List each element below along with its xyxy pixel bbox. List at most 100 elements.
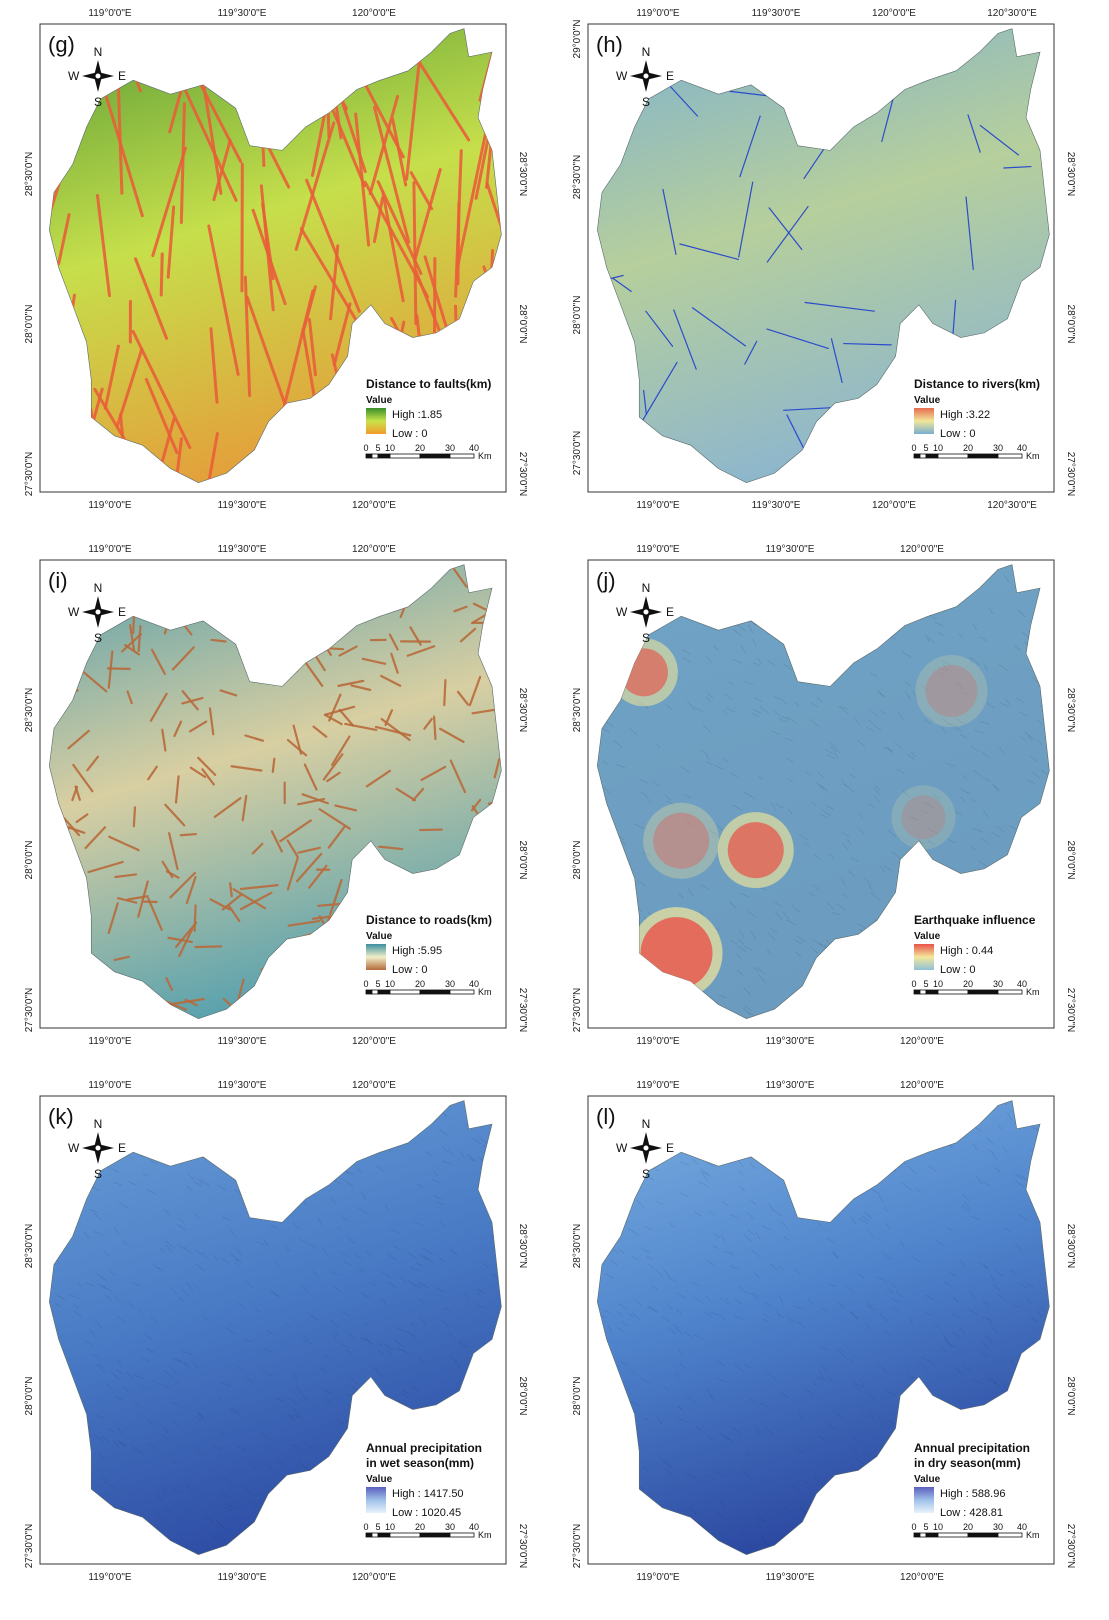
panel-letter: (k) bbox=[48, 1104, 74, 1129]
top-longitude-label: 119°30'0"E bbox=[766, 1080, 815, 1091]
bottom-longitude-label: 119°0'0"E bbox=[636, 1572, 680, 1583]
north-arrow-icon bbox=[82, 1132, 114, 1164]
right-latitude-label: 28°30'0"N bbox=[1065, 1224, 1076, 1269]
top-longitude-label: 119°30'0"E bbox=[218, 8, 267, 19]
scale-label: 30 bbox=[993, 979, 1003, 989]
top-longitude-label: 120°0'0"E bbox=[900, 544, 944, 555]
bottom-longitude-label: 120°0'0"E bbox=[872, 500, 916, 511]
scale-label: 0 bbox=[363, 1522, 368, 1532]
bottom-longitude-label: 120°0'0"E bbox=[352, 1036, 396, 1047]
scale-label: 30 bbox=[993, 1522, 1003, 1532]
top-longitude-label: 119°0'0"E bbox=[636, 544, 680, 555]
study-area-region bbox=[49, 1100, 502, 1555]
map-texture bbox=[597, 564, 1050, 1019]
legend-color-ramp bbox=[914, 408, 934, 434]
compass-north-label: N bbox=[94, 581, 103, 595]
bottom-longitude-label: 119°30'0"E bbox=[752, 500, 801, 511]
top-longitude-label: 120°0'0"E bbox=[352, 544, 396, 555]
scale-label: 5 bbox=[923, 1522, 928, 1532]
top-longitude-label: 119°30'0"E bbox=[752, 8, 801, 19]
scale-label: 0 bbox=[363, 443, 368, 453]
compass-south-label: S bbox=[94, 95, 102, 109]
map-panel-h: 119°0'0"E 119°30'0"E 120°0'0"E 120°30'0"E 11… bbox=[572, 8, 1076, 511]
legend-title: Distance to roads(km) bbox=[366, 913, 492, 927]
north-arrow-icon bbox=[82, 60, 114, 92]
left-latitude-label: 28°30'0"N bbox=[24, 1224, 35, 1269]
legend-low-label: Low : 1020.45 bbox=[392, 1507, 461, 1519]
top-longitude-label: 119°0'0"E bbox=[636, 8, 680, 19]
compass-east-label: E bbox=[666, 605, 674, 619]
compass-north-label: N bbox=[642, 1117, 651, 1131]
right-latitude-label: 28°0'0"N bbox=[1065, 1377, 1076, 1416]
legend-title: Earthquake influence bbox=[914, 913, 1036, 927]
compass-south-label: S bbox=[94, 1167, 102, 1181]
bottom-longitude-label: 120°0'0"E bbox=[352, 500, 396, 511]
right-latitude-label: 28°30'0"N bbox=[1065, 152, 1076, 197]
left-latitude-label: 28°30'0"N bbox=[572, 155, 583, 200]
left-latitude-label: 28°30'0"N bbox=[572, 688, 583, 733]
scale-unit-label: Km bbox=[478, 987, 492, 997]
bottom-longitude-label: 119°0'0"E bbox=[88, 1572, 132, 1583]
scale-label: 10 bbox=[933, 979, 943, 989]
legend-value-heading: Value bbox=[914, 395, 941, 406]
right-latitude-label: 28°0'0"N bbox=[1065, 305, 1076, 344]
panel-letter: (j) bbox=[596, 568, 616, 593]
right-latitude-label: 28°30'0"N bbox=[517, 688, 528, 733]
scale-unit-label: Km bbox=[1026, 987, 1040, 997]
map-panel-j: 119°0'0"E 119°30'0"E 120°0'0"E 119°0'0"E 119… bbox=[572, 544, 1076, 1047]
top-longitude-label: 119°0'0"E bbox=[88, 544, 132, 555]
scale-bar bbox=[913, 453, 1023, 459]
top-longitude-label: 119°0'0"E bbox=[636, 1080, 680, 1091]
map-panel-i: 119°0'0"E 119°30'0"E 120°0'0"E 119°0'0"E 119… bbox=[24, 544, 528, 1047]
legend-color-ramp bbox=[366, 944, 386, 970]
legend-title: Distance to faults(km) bbox=[366, 377, 491, 391]
map-panel-g: 119°0'0"E 119°30'0"E 120°0'0"E 119°0'0"E 119… bbox=[24, 8, 528, 511]
scale-label: 0 bbox=[363, 979, 368, 989]
bottom-longitude-label: 119°30'0"E bbox=[218, 1572, 267, 1583]
legend-title: Distance to rivers(km) bbox=[914, 377, 1040, 391]
north-arrow-icon bbox=[630, 596, 662, 628]
right-latitude-label: 27°30'0"N bbox=[517, 452, 528, 497]
compass-east-label: E bbox=[666, 69, 674, 83]
legend-color-ramp bbox=[366, 408, 386, 434]
scale-label: 30 bbox=[445, 1522, 455, 1532]
right-latitude-label: 28°0'0"N bbox=[517, 1377, 528, 1416]
right-latitude-label: 28°0'0"N bbox=[517, 841, 528, 880]
top-longitude-label: 119°0'0"E bbox=[88, 8, 132, 19]
bottom-longitude-label: 119°30'0"E bbox=[766, 1572, 815, 1583]
panel-letter: (i) bbox=[48, 568, 68, 593]
scale-label: 10 bbox=[385, 979, 395, 989]
right-latitude-label: 28°0'0"N bbox=[517, 305, 528, 344]
top-longitude-label: 120°0'0"E bbox=[352, 1080, 396, 1091]
legend-color-ramp bbox=[366, 1487, 386, 1513]
top-longitude-label: 119°0'0"E bbox=[88, 1080, 132, 1091]
top-longitude-label: 119°30'0"E bbox=[766, 544, 815, 555]
scale-label: 10 bbox=[933, 1522, 943, 1532]
legend-high-label: High : 1417.50 bbox=[392, 1488, 464, 1500]
bottom-longitude-label: 119°0'0"E bbox=[88, 500, 132, 511]
legend-high-label: High : 0.44 bbox=[940, 945, 993, 957]
scale-label: 5 bbox=[375, 1522, 380, 1532]
compass-north-label: N bbox=[94, 45, 103, 59]
right-latitude-label: 28°30'0"N bbox=[1065, 688, 1076, 733]
right-latitude-label: 27°30'0"N bbox=[1065, 452, 1076, 497]
legend-color-ramp bbox=[914, 944, 934, 970]
panel-letter: (l) bbox=[596, 1104, 616, 1129]
left-latitude-label: 28°30'0"N bbox=[24, 688, 35, 733]
left-latitude-label: 28°0'0"N bbox=[572, 1377, 583, 1416]
compass-north-label: N bbox=[642, 581, 651, 595]
compass-south-label: S bbox=[642, 95, 650, 109]
map-panel-l: 119°0'0"E 119°30'0"E 120°0'0"E 119°0'0"E 119… bbox=[572, 1080, 1076, 1583]
legend-title: Annual precipitation bbox=[366, 1441, 482, 1455]
top-longitude-label: 120°0'0"E bbox=[872, 8, 916, 19]
scale-label: 20 bbox=[963, 1522, 973, 1532]
compass-east-label: E bbox=[118, 69, 126, 83]
legend-high-label: High : 588.96 bbox=[940, 1488, 1005, 1500]
scale-label: 20 bbox=[963, 979, 973, 989]
scale-label: 30 bbox=[993, 443, 1003, 453]
scale-label: 5 bbox=[375, 443, 380, 453]
top-longitude-label: 119°30'0"E bbox=[218, 544, 267, 555]
compass-east-label: E bbox=[118, 1141, 126, 1155]
bottom-longitude-label: 120°0'0"E bbox=[352, 1572, 396, 1583]
left-latitude-label: 27°30'0"N bbox=[572, 431, 583, 476]
